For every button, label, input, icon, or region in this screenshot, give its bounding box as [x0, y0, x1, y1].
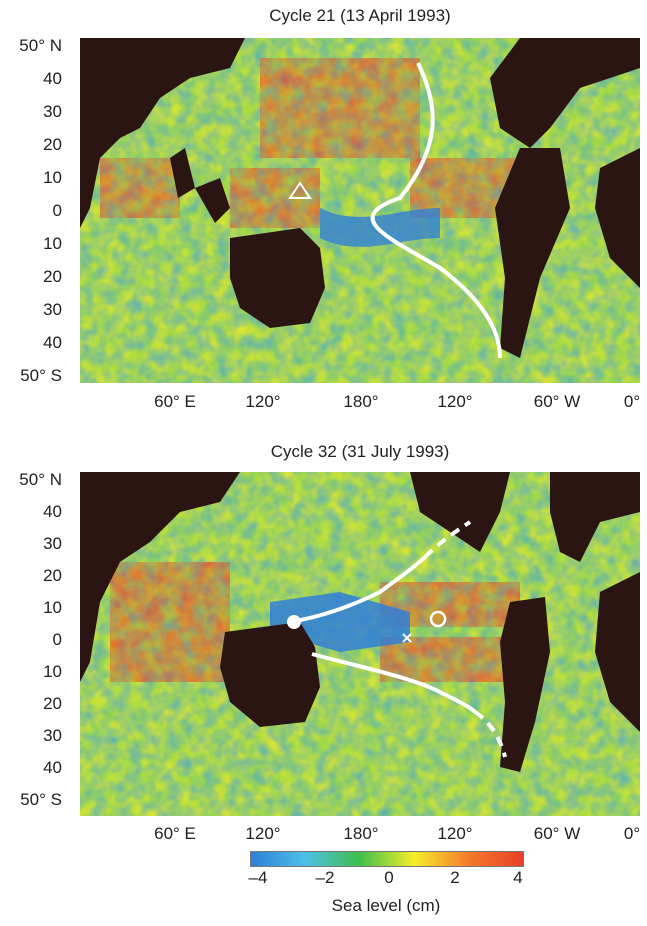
colorbar-tick: –4 [248, 868, 268, 887]
panel1-lat-axis: 50° N 40 30 20 10 0 10 20 30 40 50° S [0, 36, 80, 386]
lat-label: 20 [43, 135, 62, 154]
land-mass [410, 472, 510, 552]
colorbar [250, 851, 524, 867]
panel2-sea-level-map [80, 472, 640, 816]
land-mass [495, 148, 570, 358]
panel1-title: Cycle 21 (13 April 1993) [269, 6, 451, 25]
lat-label: 40 [43, 502, 62, 521]
x-marker [402, 633, 412, 643]
land-mass [550, 472, 640, 562]
lat-label: 50° N [19, 36, 62, 55]
lon-label: 60° E [154, 824, 196, 843]
land-mass [595, 572, 640, 732]
colorbar-title: Sea level (cm) [331, 896, 441, 915]
lon-label: 60° W [533, 392, 581, 411]
land-mass [80, 38, 245, 228]
lon-label: 0° [623, 824, 641, 843]
lat-label: 30 [43, 102, 62, 121]
lat-label: 0 [52, 630, 62, 649]
panel2-title: Cycle 32 (31 July 1993) [270, 442, 450, 461]
lat-label: 50° S [20, 790, 62, 809]
colorbar-tick: 4 [513, 868, 523, 887]
land-mass [500, 597, 550, 772]
colorbar-tick: –2 [315, 868, 335, 887]
land-mass [195, 178, 230, 223]
land-mass [230, 228, 325, 328]
lat-label: 30 [43, 300, 62, 319]
lon-label: 120° [245, 392, 281, 411]
colorbar-ticks: –4 –2 0 2 4 [248, 868, 523, 892]
colorbar-tick: 0 [384, 868, 394, 887]
panel2-lat-axis: 50° N 40 30 20 10 0 10 20 30 40 50° S [0, 470, 80, 820]
land-mass [490, 38, 640, 148]
lon-label: 120° [437, 392, 473, 411]
panel1-sea-level-map [80, 38, 640, 383]
lat-label: 50° N [19, 470, 62, 489]
open-circle-marker [429, 610, 447, 628]
lat-label: 10 [43, 234, 62, 253]
lat-label: 0 [52, 201, 62, 220]
lat-label: 10 [43, 598, 62, 617]
triangle-marker [288, 181, 312, 199]
lat-label: 20 [43, 566, 62, 585]
colorbar-tick: 2 [450, 868, 460, 887]
lon-label: 60° W [533, 824, 581, 843]
lon-label: 180° [343, 392, 379, 411]
land-mass [80, 472, 240, 682]
land-mass [220, 622, 320, 727]
lat-label: 40 [43, 333, 62, 352]
panel1-lon-axis: 60° E 120° 180° 120° 60° W 0° [80, 392, 640, 416]
lon-label: 180° [343, 824, 379, 843]
lon-label: 120° [437, 824, 473, 843]
land-mass [595, 148, 640, 288]
panel2-lon-axis: 60° E 120° 180° 120° 60° W 0° [80, 824, 640, 848]
lat-label: 10 [43, 662, 62, 681]
lat-label: 20 [43, 694, 62, 713]
lat-label: 30 [43, 726, 62, 745]
lat-label: 10 [43, 168, 62, 187]
land-mass [170, 148, 195, 198]
filled-circle-marker [287, 615, 301, 629]
lon-label: 60° E [154, 392, 196, 411]
lon-label: 120° [245, 824, 281, 843]
lat-label: 20 [43, 267, 62, 286]
lon-label: 0° [623, 392, 641, 411]
lat-label: 40 [43, 758, 62, 777]
lat-label: 50° S [20, 366, 62, 385]
lat-label: 30 [43, 534, 62, 553]
lat-label: 40 [43, 69, 62, 88]
